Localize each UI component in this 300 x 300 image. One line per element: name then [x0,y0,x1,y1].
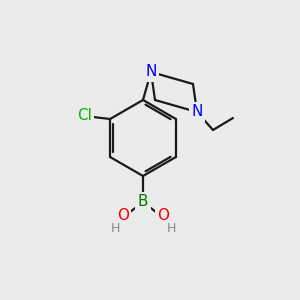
Text: H: H [166,221,176,235]
Text: H: H [110,221,120,235]
Text: B: B [138,194,148,209]
Text: N: N [191,104,203,119]
Text: O: O [157,208,169,224]
Text: O: O [117,208,129,224]
Text: N: N [145,64,157,80]
Text: Cl: Cl [77,107,92,122]
